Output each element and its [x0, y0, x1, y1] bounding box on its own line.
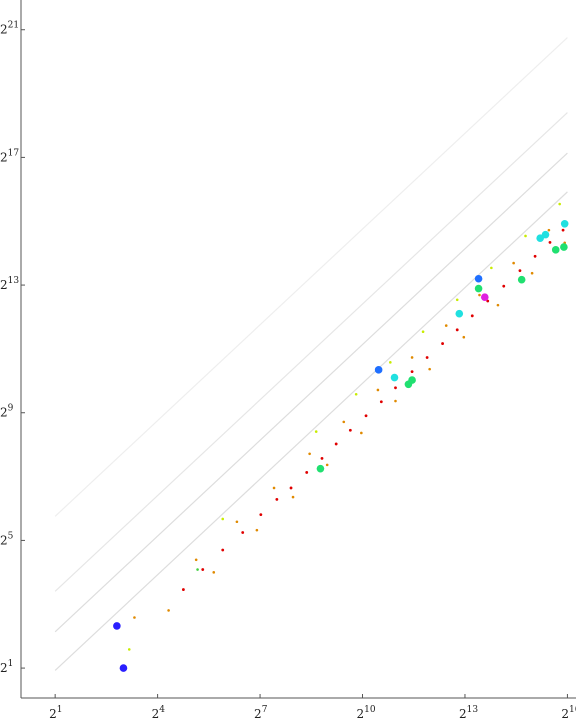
point — [291, 495, 295, 499]
point — [428, 367, 431, 371]
point — [167, 609, 170, 612]
y-tick-label: 29 — [0, 404, 14, 420]
point — [480, 293, 489, 301]
trend-line — [54, 112, 568, 592]
x-tick-label: 210 — [357, 705, 376, 720]
point — [490, 266, 493, 270]
point — [354, 392, 358, 396]
trend-line — [54, 191, 568, 671]
point — [474, 274, 483, 283]
point — [558, 202, 561, 206]
y-tick-label: 213 — [0, 276, 19, 292]
point — [289, 486, 293, 490]
point — [119, 664, 128, 672]
point — [316, 464, 325, 473]
point — [455, 309, 464, 318]
point — [551, 246, 560, 254]
point — [517, 275, 526, 284]
x-tick-label: 21 — [49, 705, 62, 720]
point — [541, 230, 550, 239]
point — [474, 284, 483, 293]
point — [113, 622, 121, 630]
x-tick-label: 216 — [561, 705, 576, 720]
point — [196, 568, 199, 571]
point — [421, 330, 425, 334]
x-tick-label: 213 — [459, 705, 478, 720]
point — [241, 531, 245, 534]
point — [560, 243, 568, 251]
point — [524, 234, 527, 238]
point — [235, 520, 239, 524]
point — [376, 388, 380, 392]
point — [455, 328, 459, 332]
y-tick-label: 217 — [0, 148, 19, 164]
point — [394, 399, 397, 403]
trend-line — [54, 37, 568, 517]
point — [560, 219, 569, 228]
point — [334, 442, 338, 446]
point — [342, 420, 346, 424]
x-tick-label: 24 — [152, 705, 166, 720]
point — [259, 513, 263, 517]
y-tick-label: 21 — [0, 659, 13, 675]
point — [502, 284, 506, 288]
y-tick-label: 25 — [0, 531, 14, 547]
point — [478, 293, 481, 297]
point — [348, 428, 352, 432]
point — [221, 548, 225, 552]
point — [496, 303, 500, 307]
point — [441, 342, 444, 345]
point — [561, 228, 565, 232]
point — [212, 571, 216, 574]
point — [470, 314, 474, 318]
point — [530, 271, 534, 275]
point — [275, 497, 279, 501]
point — [444, 324, 448, 327]
point — [133, 616, 136, 619]
point — [320, 456, 324, 460]
point — [360, 431, 363, 435]
point — [533, 254, 537, 258]
point — [221, 517, 225, 521]
point — [410, 356, 414, 359]
trend-line — [54, 152, 568, 633]
point — [325, 463, 329, 467]
point — [455, 298, 459, 302]
point — [374, 366, 383, 374]
point — [547, 228, 551, 232]
point — [272, 486, 276, 490]
point — [305, 471, 309, 474]
point — [512, 261, 515, 265]
point — [127, 648, 131, 651]
point — [201, 568, 205, 571]
point — [408, 376, 416, 384]
point — [255, 528, 259, 532]
point — [462, 335, 466, 339]
point — [486, 299, 490, 303]
point — [394, 386, 397, 390]
point — [181, 588, 185, 591]
point — [194, 558, 198, 562]
point — [410, 370, 414, 374]
point — [548, 240, 552, 244]
y-tick-label: 221 — [0, 21, 19, 37]
point — [308, 452, 311, 456]
point — [389, 361, 392, 364]
point — [518, 269, 522, 273]
point — [364, 414, 368, 418]
point — [425, 356, 429, 359]
point — [314, 430, 318, 433]
point — [379, 400, 383, 404]
x-tick-label: 27 — [254, 705, 268, 720]
point — [390, 373, 399, 382]
